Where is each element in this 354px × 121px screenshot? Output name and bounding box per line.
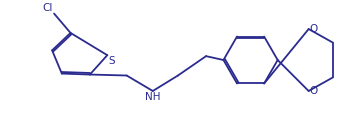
Text: S: S bbox=[109, 56, 115, 66]
Text: O: O bbox=[310, 86, 318, 96]
Text: O: O bbox=[310, 24, 318, 34]
Text: Cl: Cl bbox=[43, 3, 53, 13]
Text: NH: NH bbox=[145, 92, 161, 102]
